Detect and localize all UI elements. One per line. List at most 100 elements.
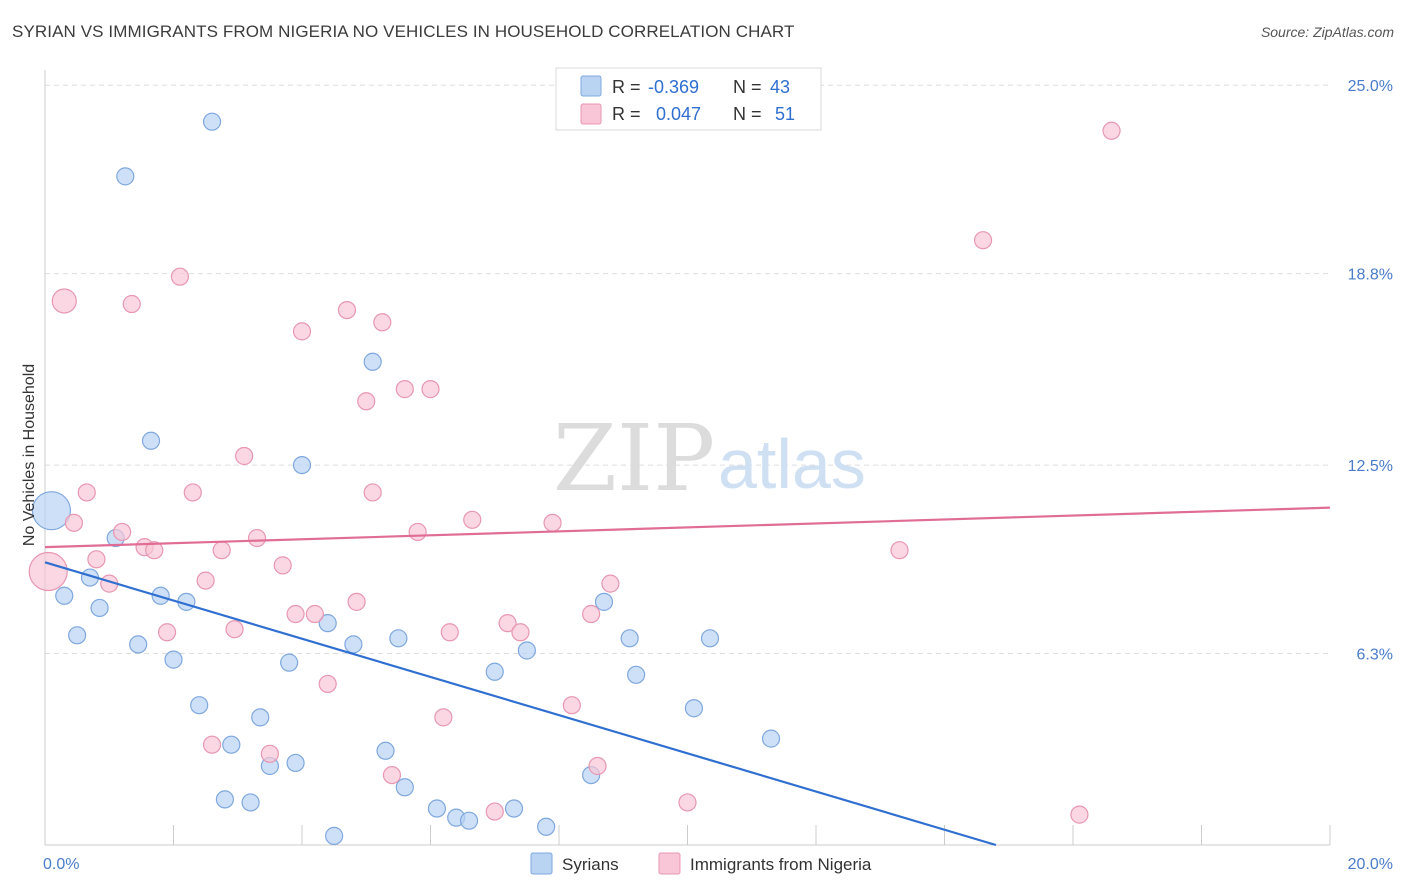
nigeria-point <box>601 574 620 593</box>
series-legend: Syrians Immigrants from Nigeria <box>530 852 872 875</box>
syrians-points <box>31 112 781 845</box>
syrians-point <box>31 491 72 531</box>
y-tick-label: 25.0% <box>1348 78 1393 95</box>
legend-swatch-nigeria <box>580 103 602 125</box>
legend-r-value: 0.047 <box>656 104 701 124</box>
nigeria-point <box>305 604 324 624</box>
nigeria-point <box>235 446 254 466</box>
y-tick-label: 18.8% <box>1348 267 1393 284</box>
syrians-point <box>620 629 639 648</box>
nigeria-point <box>318 674 337 694</box>
y-tick-label: 6.3% <box>1357 647 1393 664</box>
bottom-swatch-nigeria <box>658 852 681 875</box>
nigeria-point <box>973 231 993 250</box>
nigeria-point <box>77 483 96 502</box>
nigeria-trend-line <box>44 506 1331 549</box>
legend-r-label: R = <box>612 104 641 124</box>
correlation-legend: R = -0.369 N = 43 R = 0.047 N = 51 <box>555 67 822 131</box>
syrians-point <box>344 635 363 654</box>
syrians-point <box>389 629 408 648</box>
legend-n-value: 43 <box>770 77 790 97</box>
syrians-point <box>427 799 447 818</box>
syrians-point <box>90 598 109 618</box>
nigeria-point <box>1070 805 1089 824</box>
nigeria-point <box>202 735 222 754</box>
syrians-point <box>395 778 414 797</box>
nigeria-point <box>382 765 402 785</box>
nigeria-point <box>543 513 562 532</box>
legend-n-label: N = <box>733 77 762 97</box>
syrians-point <box>292 455 312 475</box>
syrians-point <box>55 586 74 605</box>
bottom-swatch-syrians <box>530 852 553 875</box>
syrians-point <box>626 665 646 684</box>
legend-r-label: R = <box>612 77 641 97</box>
gridlines <box>45 84 1330 655</box>
syrians-point <box>164 650 183 669</box>
syrians-point <box>594 592 614 611</box>
syrians-point <box>215 790 234 809</box>
nigeria-point <box>64 513 84 532</box>
nigeria-point <box>463 510 482 529</box>
syrians-point <box>517 641 536 660</box>
nigeria-point <box>440 623 459 642</box>
nigeria-point <box>273 556 292 575</box>
syrians-point <box>376 741 395 760</box>
syrians-point <box>190 696 209 715</box>
syrians-point <box>700 629 720 648</box>
syrians-point <box>318 614 337 633</box>
nigeria-point <box>28 551 68 592</box>
nigeria-point <box>337 300 357 320</box>
syrians-point <box>286 753 305 773</box>
nigeria-point <box>498 614 517 633</box>
syrians-point <box>251 708 270 727</box>
syrians-point <box>485 662 504 681</box>
nigeria-point <box>51 288 77 314</box>
syrians-point <box>129 635 148 654</box>
syrians-point <box>504 799 524 818</box>
x-tick-label: 0.0% <box>43 856 79 873</box>
nigeria-point <box>145 541 164 560</box>
legend-r-value: -0.369 <box>648 77 699 97</box>
x-tick-labels: 0.0% 20.0% <box>43 856 1393 873</box>
watermark-zip: ZIP <box>553 405 715 512</box>
watermark: ZIP atlas <box>553 405 866 512</box>
nigeria-point <box>247 528 267 548</box>
syrians-point <box>241 793 260 812</box>
x-tick-label: 20.0% <box>1348 856 1393 873</box>
nigeria-point <box>678 793 697 812</box>
syrians-trend-line <box>44 561 997 847</box>
chart-title: SYRIAN VS IMMIGRANTS FROM NIGERIA NO VEH… <box>12 22 795 41</box>
syrians-point <box>202 112 222 131</box>
axes <box>44 70 1331 846</box>
nigeria-point <box>183 483 202 502</box>
nigeria-point <box>511 623 530 642</box>
nigeria-point <box>1102 121 1121 140</box>
nigeria-point <box>485 802 504 821</box>
nigeria-point <box>87 550 106 569</box>
nigeria-point <box>434 708 453 727</box>
syrians-point <box>325 826 344 845</box>
y-tick-labels: 6.3% 12.5% 18.8% 25.0% <box>1348 78 1393 663</box>
nigeria-point <box>421 380 440 399</box>
y-axis-label: No Vehicles in Household <box>21 364 38 546</box>
syrians-point <box>280 653 299 672</box>
nigeria-point <box>363 483 382 502</box>
nigeria-point <box>196 571 215 590</box>
y-tick-label: 12.5% <box>1348 458 1393 475</box>
nigeria-point <box>395 380 414 399</box>
legend-n-value: 51 <box>775 104 795 124</box>
nigeria-point <box>582 604 601 624</box>
nigeria-point <box>373 313 392 332</box>
syrians-point <box>68 626 87 645</box>
syrians-point <box>684 699 704 718</box>
nigeria-point <box>562 696 581 715</box>
syrians-point <box>141 431 161 450</box>
nigeria-point <box>225 620 244 639</box>
syrians-point <box>761 729 781 748</box>
trend-lines <box>44 506 1331 847</box>
syrians-point <box>116 167 135 186</box>
syrians-point <box>222 735 241 754</box>
nigeria-point <box>212 541 231 560</box>
